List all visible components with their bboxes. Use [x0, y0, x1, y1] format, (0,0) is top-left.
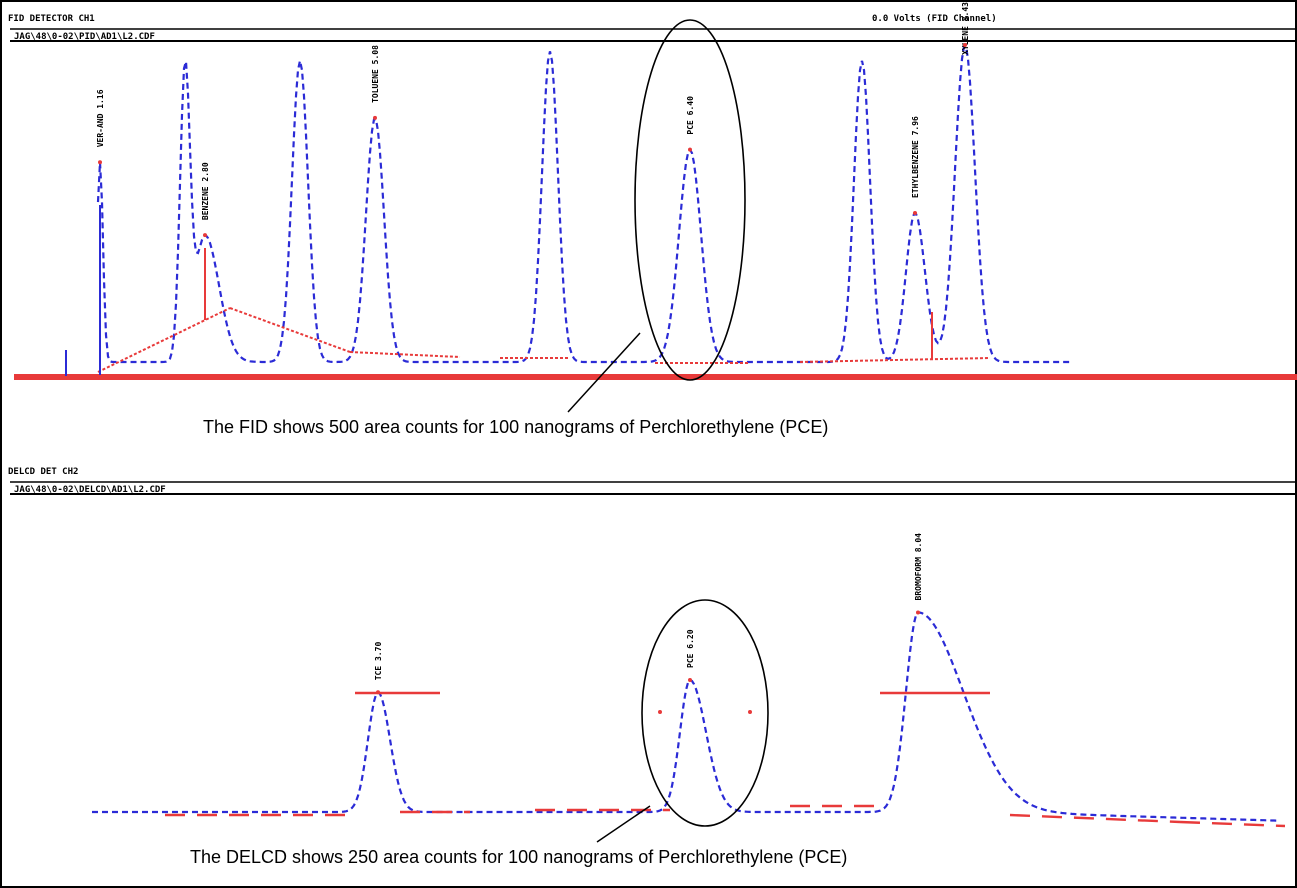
fid-baseline-segment	[799, 357, 991, 363]
fid-baseline-segment	[229, 307, 351, 353]
delcd-peak-label: TCE 3.70	[374, 642, 383, 681]
fid-caption: The FID shows 500 area counts for 100 na…	[203, 417, 828, 437]
fid-file-label: JAG\48\0-02\PID\AD1\L2.CDF	[14, 32, 155, 42]
fid-pce-highlight-ellipse	[634, 19, 746, 381]
fid-peak-apex-marker	[913, 211, 917, 216]
fid-baseline-bar	[14, 374, 1297, 380]
fid-units: 0.0 Volts (FID Channel)	[872, 14, 997, 24]
delcd-file-label: JAG\48\0-02\DELCD\AD1\L2.CDF	[14, 485, 166, 495]
delcd-trace	[92, 611, 1281, 822]
fid-peak-label: TOLUENE 5.08	[371, 45, 380, 103]
fid-peak-apex-marker	[203, 233, 207, 238]
delcd-pce-highlight-ellipse	[641, 599, 769, 827]
delcd-peak-apex-marker	[688, 677, 692, 682]
fid-peak-apex-marker	[373, 115, 377, 120]
delcd-peak-label: PCE 6.20	[686, 629, 695, 668]
fid-peak-apex-marker	[98, 160, 102, 165]
fid-peak-label: VER-AND 1.16	[96, 89, 105, 147]
delcd-title: DELCD DET CH2	[8, 467, 78, 477]
delcd-callout-line	[596, 805, 651, 843]
fid-baseline-segment	[97, 307, 231, 373]
delcd-marker	[748, 710, 752, 714]
fid-baseline-segment	[349, 351, 461, 358]
fid-peak-apex-marker	[688, 147, 692, 152]
fid-peak-label: PCE 6.40	[686, 96, 695, 135]
fid-trace	[96, 45, 1070, 364]
delcd-trace-layer: TCE 3.70 PCE 6.20 BROMOFORM 8.04	[92, 533, 1286, 828]
delcd-peak-apex-marker	[916, 610, 920, 615]
fid-trace-layer: VER-AND 1.16 BENZENE 2.80 TOLUENE 5.08 PCE …	[65, 2, 1070, 376]
delcd-peak-apex-marker	[376, 690, 380, 695]
fid-peak-label: BENZENE 2.80	[201, 162, 210, 220]
delcd-baseline-segment	[1009, 813, 1181, 824]
delcd-baseline-segment	[1179, 820, 1286, 828]
delcd-marker	[658, 710, 662, 714]
fid-peak-apex-marker	[963, 42, 967, 47]
delcd-caption: The DELCD shows 250 area counts for 100 …	[190, 847, 847, 867]
fid-title: FID DETECTOR CH1	[8, 14, 95, 24]
delcd-peak-label: BROMOFORM 8.04	[914, 533, 923, 601]
fid-peak-label: ETHYLBENZENE 7.96	[911, 116, 920, 198]
fid-callout-line	[567, 332, 641, 413]
fid-peak-label: XYLENE 8.43	[961, 2, 970, 55]
